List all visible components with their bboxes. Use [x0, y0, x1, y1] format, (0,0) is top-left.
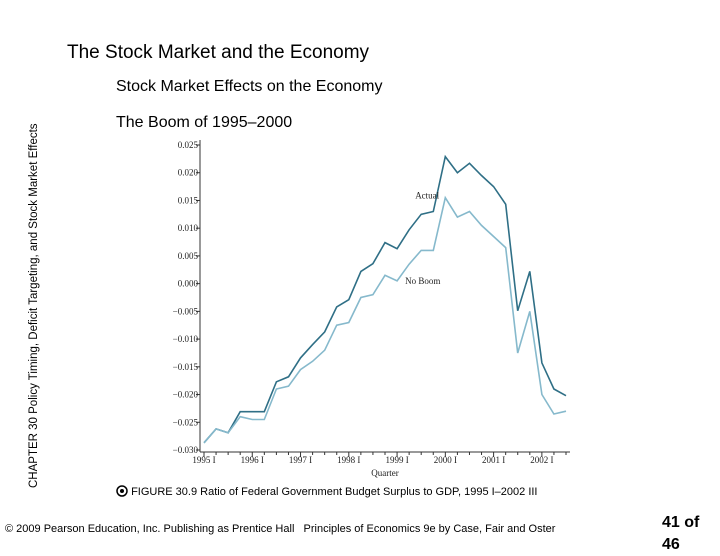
figure-number: FIGURE 30.9	[131, 486, 198, 498]
y-tick-label: 0.025	[178, 140, 199, 150]
y-tick-label: 0.000	[178, 279, 199, 289]
y-tick-label: 0.010	[178, 223, 199, 233]
y-tick-label: −0.025	[173, 417, 199, 427]
y-tick-label: −0.030	[173, 445, 199, 455]
y-tick-label: 0.015	[178, 195, 199, 205]
x-tick-label: 1997 I	[289, 455, 312, 465]
x-tick-label: 1995 I	[192, 455, 215, 465]
x-tick-label: 2000 I	[434, 455, 457, 465]
series-line	[203, 195, 567, 444]
series-label: Actual	[415, 190, 439, 200]
y-tick-label: −0.010	[173, 334, 199, 344]
x-tick-label: 1996 I	[241, 455, 264, 465]
y-tick-label: 0.005	[178, 251, 199, 261]
chart: Quarter −0.030 −0.025 −0.020 −0.015 −0.010 −0…	[173, 140, 570, 478]
x-tick-label: 2001 I	[482, 455, 505, 465]
footer: © 2009 Pearson Education, Inc. Publishin…	[5, 523, 556, 535]
x-tick-label: 1998 I	[337, 455, 360, 465]
slide: The Stock Market and the Economy Stock M…	[5, 42, 700, 553]
figure-caption: FIGURE 30.9 Ratio of Federal Government …	[116, 485, 538, 498]
figure-text: Ratio of Federal Government Budget Surpl…	[200, 486, 538, 498]
slide-title: The Stock Market and the Economy	[67, 42, 370, 63]
page-number: 41 of 46	[662, 514, 700, 553]
y-tick-label: −0.005	[173, 306, 199, 316]
x-tick-label: 1999 I	[385, 455, 408, 465]
figure-icon	[116, 485, 128, 497]
x-tick-label: 2002 I	[530, 455, 553, 465]
series-label: No Boom	[405, 276, 440, 286]
slide-subtitle: Stock Market Effects on the Economy	[116, 78, 383, 95]
y-tick-label: −0.020	[173, 390, 199, 400]
section-heading: The Boom of 1995–2000	[116, 114, 293, 131]
series-line	[203, 154, 567, 444]
y-tick-label: 0.020	[178, 168, 199, 178]
x-axis-label: Quarter	[371, 468, 398, 478]
y-tick-label: −0.015	[173, 362, 199, 372]
